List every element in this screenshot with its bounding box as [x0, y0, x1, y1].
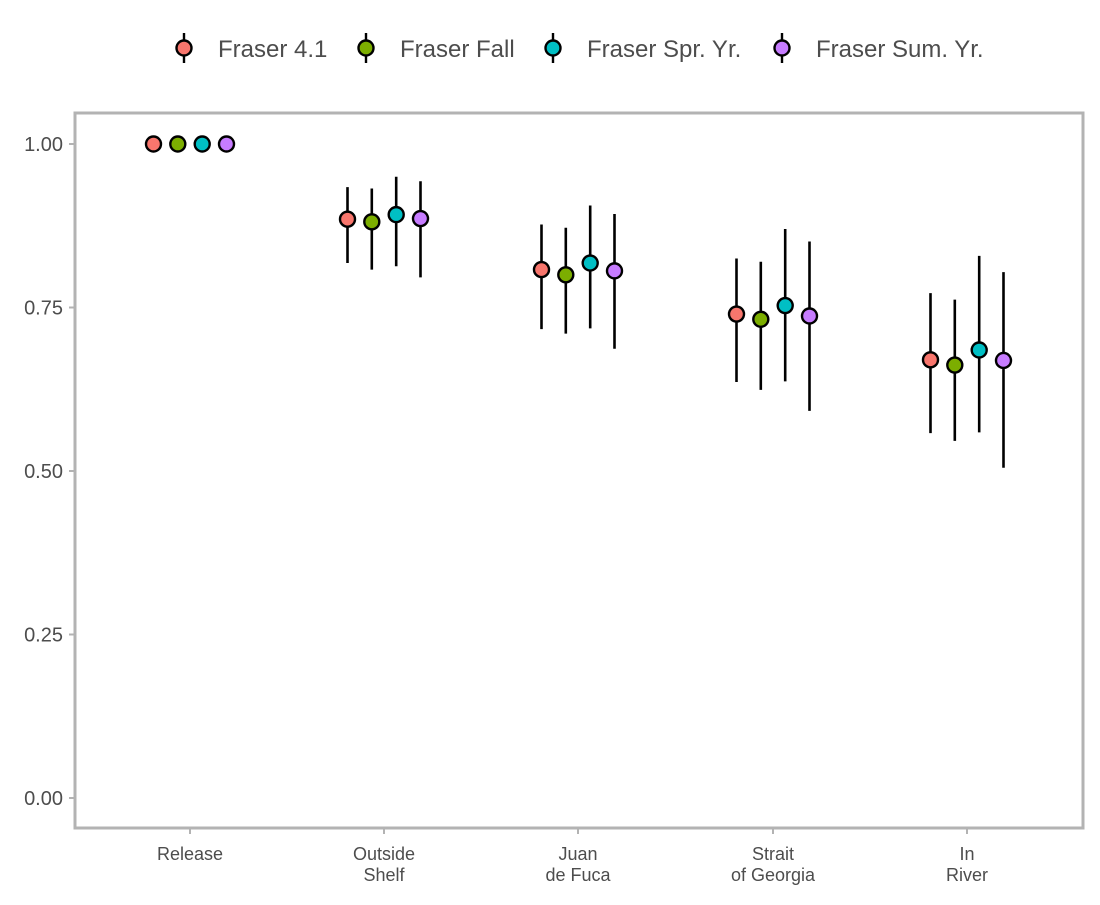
legend-item: Fraser 4.1 — [175, 33, 327, 63]
x-tick-label-line: Strait — [752, 844, 794, 864]
data-point — [970, 341, 988, 359]
plot-panel-border — [73, 111, 1085, 830]
x-tick-label-line: Outside — [353, 844, 415, 864]
legend-label: Fraser 4.1 — [218, 36, 327, 63]
legend-key-point — [357, 39, 375, 57]
x-tick-label: Outside Shelf — [353, 844, 415, 885]
series-3 — [217, 135, 1013, 468]
data-marks — [144, 135, 1013, 468]
data-point — [752, 310, 770, 328]
legend-key-point — [773, 39, 791, 57]
legend-key-point — [175, 39, 193, 57]
y-tick-label: 0.75 — [24, 298, 63, 320]
y-tick-label: 0.00 — [24, 788, 63, 810]
data-point — [800, 307, 819, 325]
data-point — [169, 135, 187, 153]
data-point — [387, 205, 405, 224]
legend-item: Fraser Sum. Yr. — [773, 33, 984, 63]
data-point — [776, 296, 794, 315]
legend-item: Fraser Fall — [357, 33, 515, 63]
series-2 — [193, 135, 988, 433]
x-tick-label-line: River — [946, 865, 988, 885]
data-point — [217, 135, 236, 153]
x-tick-label-line: Release — [157, 844, 223, 864]
legend-label: Fraser Spr. Yr. — [587, 36, 741, 63]
y-tick-label: 0.50 — [24, 461, 63, 483]
data-point — [144, 135, 163, 153]
x-tick-label-line: de Fuca — [545, 865, 611, 885]
series-0 — [144, 135, 940, 434]
x-tick-label: In River — [946, 844, 988, 885]
x-tick-label-line: of Georgia — [731, 865, 816, 885]
data-point — [338, 210, 357, 228]
data-point — [557, 266, 575, 284]
legend-label: Fraser Sum. Yr. — [816, 36, 984, 63]
x-tick-label: Strait of Georgia — [731, 844, 816, 885]
data-point — [921, 351, 940, 369]
legend-key-point — [544, 39, 562, 57]
legend: Fraser 4.1 Fraser Fall Fraser Spr. Yr. Fras… — [175, 33, 984, 63]
legend-item: Fraser Spr. Yr. — [544, 33, 741, 63]
data-point — [605, 262, 624, 280]
x-tick-label-line: Juan — [558, 844, 597, 864]
data-point — [994, 351, 1013, 370]
x-tick-label: Release — [157, 844, 223, 864]
data-point — [532, 260, 551, 279]
data-point — [727, 305, 746, 323]
data-point — [581, 254, 599, 272]
x-tick-label-line: In — [959, 844, 974, 864]
data-point — [946, 356, 964, 374]
data-point — [193, 135, 211, 153]
x-tick-label-line: Shelf — [363, 865, 405, 885]
y-tick-label: 0.25 — [24, 625, 63, 647]
data-point — [363, 213, 381, 231]
x-tick-label: Juan de Fuca — [545, 844, 611, 885]
data-point — [411, 209, 430, 228]
y-tick-label: 1.00 — [24, 134, 63, 156]
series-1 — [169, 135, 964, 441]
legend-label: Fraser Fall — [400, 36, 515, 63]
y-axis: 0.00 0.25 0.50 0.75 1.00 — [24, 134, 75, 810]
x-axis: Release Outside Shelf Juan de Fuca Strait of G… — [157, 828, 988, 885]
